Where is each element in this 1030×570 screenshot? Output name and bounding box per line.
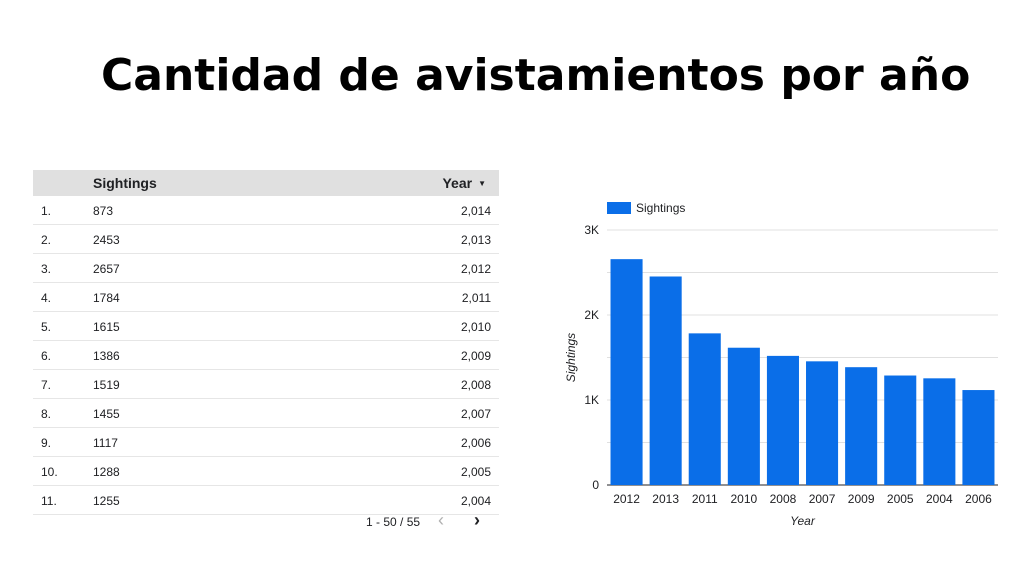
cell-year: 2,008: [460, 378, 491, 392]
x-tick-label: 2011: [692, 492, 718, 506]
page-title: Cantidad de avistamientos por año: [101, 50, 971, 101]
sort-desc-icon: ▼: [478, 179, 486, 188]
x-tick-label: 2012: [613, 492, 640, 506]
row-index: 4.: [41, 291, 52, 305]
x-tick-label: 2009: [848, 492, 875, 506]
bar: [845, 367, 878, 485]
cell-year: 2,006: [460, 436, 491, 450]
bar-chart: Sightings 0 1K 2K 3K 2012 2013 2011 2010 2008 2007…: [564, 201, 998, 528]
cell-sightings: 1117: [93, 436, 118, 450]
y-axis-title: Sightings: [564, 333, 578, 382]
bar: [923, 378, 956, 485]
table-row: 8. 1455 2,007: [33, 399, 499, 428]
x-tick-label: 2005: [887, 492, 914, 506]
table-row: 3. 2657 2,012: [33, 254, 499, 283]
row-index: 10.: [41, 465, 58, 479]
bar: [884, 375, 917, 485]
table-row: 6. 1386 2,009: [33, 341, 499, 370]
cell-year: 2,014: [460, 204, 491, 218]
row-index: 2.: [41, 233, 52, 247]
cell-year: 2,012: [460, 262, 491, 276]
x-axis-title: Year: [790, 514, 816, 528]
row-index: 9.: [41, 436, 52, 450]
bar: [766, 355, 799, 485]
bar: [727, 347, 760, 485]
sightings-table: Sightings Year ▼ 1. 873 2,014 2. 2453 2,013 3. 2…: [33, 170, 499, 515]
x-tick-label: 2010: [730, 492, 757, 506]
cell-sightings: 2657: [93, 262, 120, 276]
bar: [962, 390, 995, 485]
table-row: 1. 873 2,014: [33, 196, 499, 225]
bar: [688, 333, 721, 485]
row-index: 3.: [41, 262, 52, 276]
table-body: 1. 873 2,014 2. 2453 2,013 3. 2657 2,012 4. 1784 2,…: [33, 196, 499, 515]
row-index: 7.: [41, 378, 52, 392]
legend-swatch: [607, 202, 631, 214]
prev-page-icon[interactable]: ‹: [438, 510, 444, 530]
cell-year: 2,009: [460, 349, 491, 363]
table-row: 2. 2453 2,013: [33, 225, 499, 254]
cell-sightings: 1784: [93, 291, 120, 305]
row-index: 6.: [41, 349, 52, 363]
cell-year: 2,007: [460, 407, 491, 421]
y-tick-label: 3K: [584, 223, 599, 237]
row-index: 8.: [41, 407, 52, 421]
cell-sightings: 1255: [93, 494, 120, 508]
column-header-year-label: Year: [442, 175, 473, 191]
bar: [806, 361, 839, 485]
row-index: 11.: [41, 494, 57, 508]
cell-sightings: 1519: [93, 378, 120, 392]
row-index: 1.: [41, 204, 52, 218]
cell-sightings: 1386: [93, 349, 120, 363]
x-tick-label: 2004: [926, 492, 953, 506]
bar: [649, 276, 682, 485]
cell-year: 2,010: [460, 320, 491, 334]
cell-sightings: 1615: [93, 320, 120, 334]
cell-year: 2,011: [461, 291, 491, 305]
table-row: 10. 1288 2,005: [33, 457, 499, 486]
column-header-sightings[interactable]: Sightings: [93, 175, 157, 191]
table-row: 5. 1615 2,010: [33, 312, 499, 341]
cell-sightings: 2453: [93, 233, 120, 247]
cell-sightings: 1288: [93, 465, 120, 479]
x-tick-label: 2013: [652, 492, 679, 506]
x-tick-label: 2006: [965, 492, 992, 506]
column-header-year[interactable]: Year ▼: [442, 175, 486, 191]
pagination: 1 - 50 / 55 ‹ ›: [33, 510, 499, 534]
legend-label: Sightings: [636, 201, 685, 215]
cell-sightings: 1455: [93, 407, 120, 421]
bar: [610, 259, 643, 485]
table-header: Sightings Year ▼: [33, 170, 499, 196]
x-tick-label: 2008: [770, 492, 797, 506]
table-row: 4. 1784 2,011: [33, 283, 499, 312]
cell-sightings: 873: [93, 204, 114, 218]
cell-year: 2,013: [460, 233, 491, 247]
table-row: 7. 1519 2,008: [33, 370, 499, 399]
y-tick-label: 0: [592, 478, 599, 492]
table-row: 9. 1117 2,006: [33, 428, 499, 457]
y-tick-label: 2K: [584, 308, 599, 322]
pagination-range: 1 - 50 / 55: [366, 515, 421, 529]
row-index: 5.: [41, 320, 52, 334]
cell-year: 2,005: [460, 465, 491, 479]
cell-year: 2,004: [460, 494, 491, 508]
y-tick-label: 1K: [584, 393, 599, 407]
x-tick-label: 2007: [809, 492, 836, 506]
table-row: 11. 1255 2,004: [33, 486, 499, 515]
next-page-icon[interactable]: ›: [474, 510, 480, 530]
